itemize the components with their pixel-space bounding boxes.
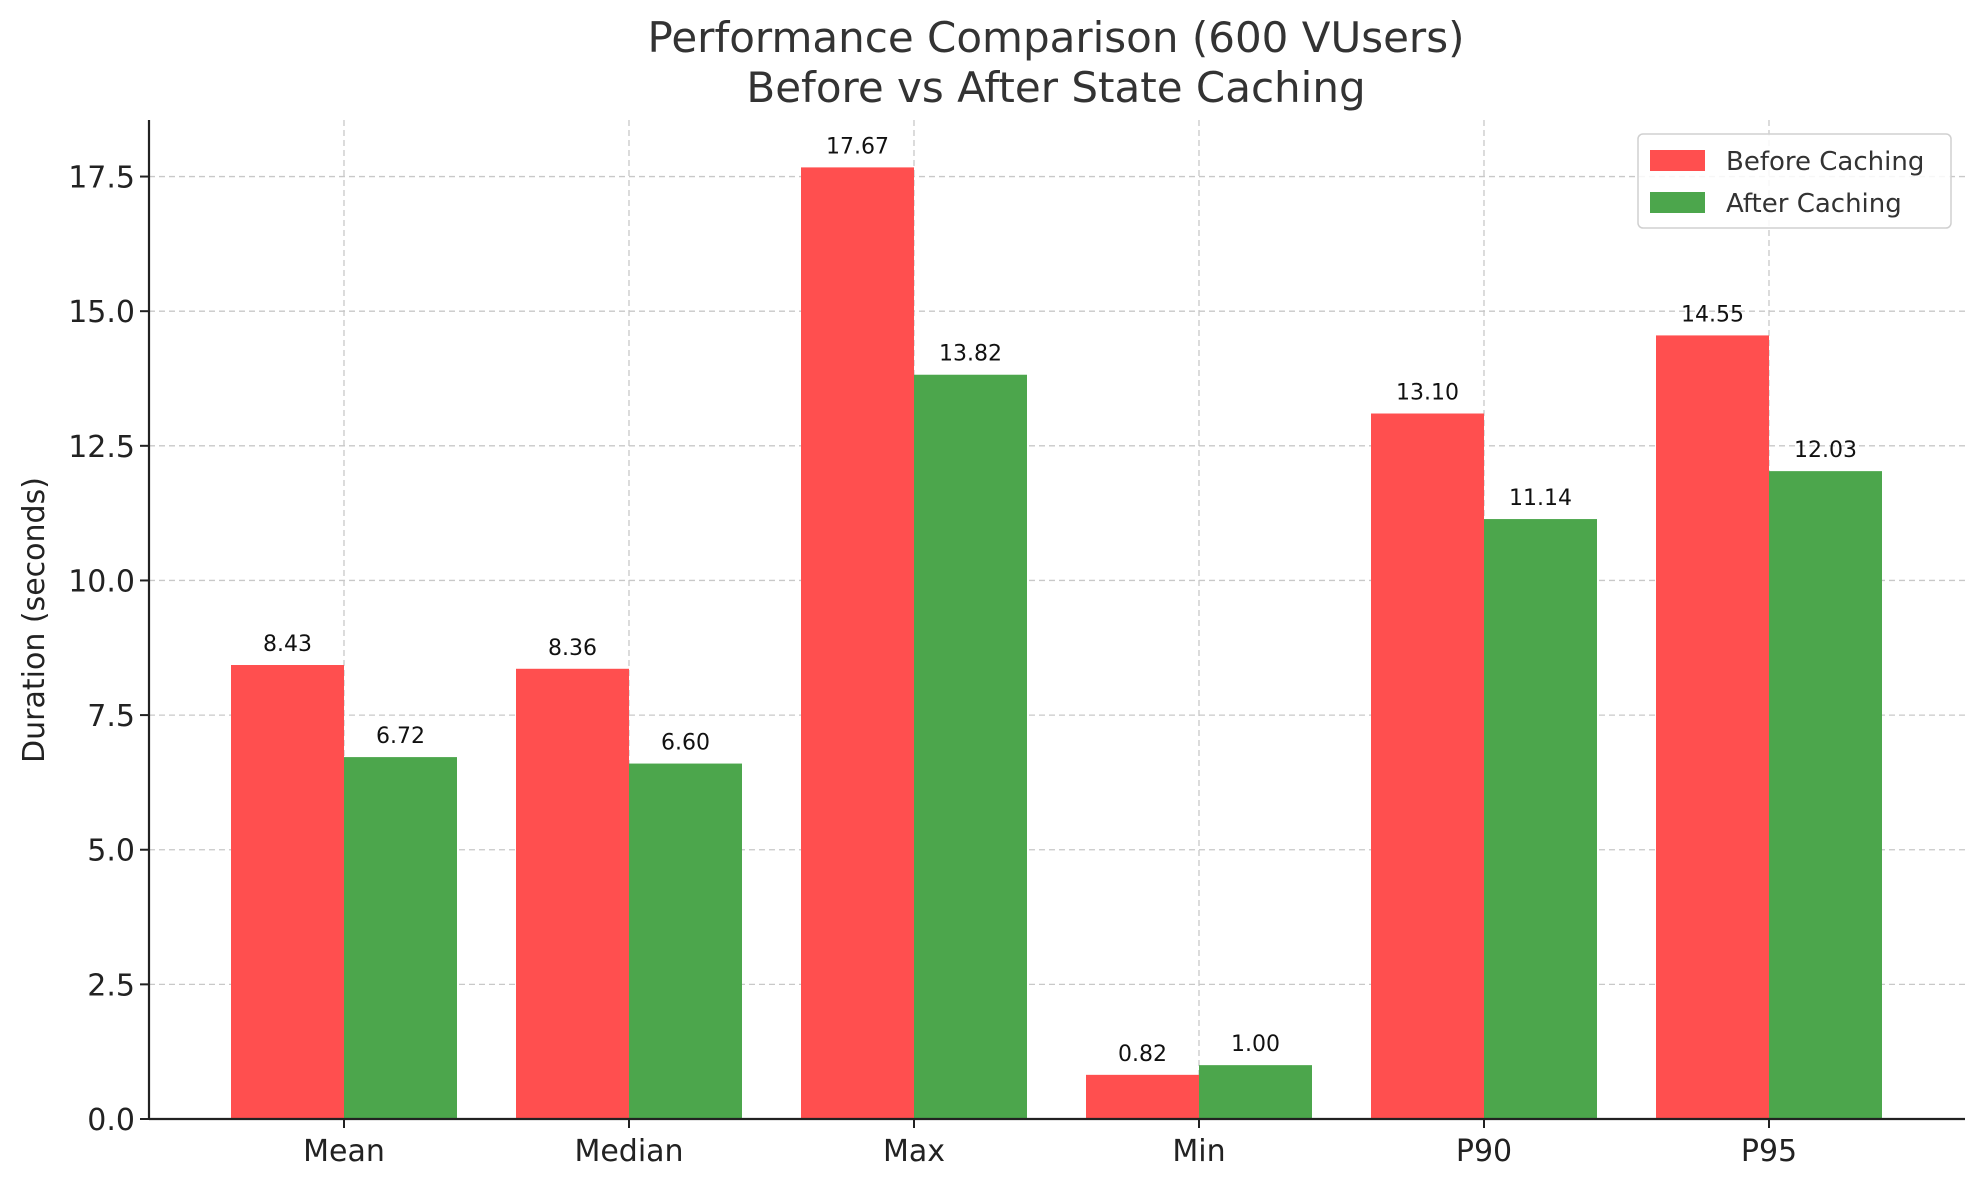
y-tick-label: 15.0 [68,295,135,330]
legend-swatch [1650,192,1705,213]
x-tick-label: Min [1172,1134,1225,1169]
bar-before-max [801,167,914,1119]
y-tick-label: 10.0 [68,564,135,599]
bar-after-median [629,763,742,1119]
bar-value-label: 6.60 [661,731,710,756]
bar-after-max [914,374,1027,1119]
bar-value-label: 11.14 [1509,486,1572,511]
y-tick-label: 2.5 [87,968,135,1003]
bar-before-mean [231,665,344,1119]
legend: Before Caching After Caching [1637,133,1952,229]
bar-value-label: 17.67 [826,134,889,159]
y-tick-label: 7.5 [87,699,135,734]
data-labels: 8.43 8.36 17.67 0.82 13.10 14.55 6.72 6.60 13.82… [263,134,1857,1066]
chart-title: Performance Comparison (600 VUsers) [648,13,1465,62]
bar-value-label: 8.43 [263,632,312,657]
x-tick-label: P90 [1456,1134,1512,1169]
bar-before-p90 [1371,413,1484,1120]
bar-value-label: 14.55 [1681,302,1744,327]
x-tick-label: Max [883,1134,945,1169]
y-axis-label: Duration (seconds) [17,477,52,763]
bar-value-label: 13.10 [1396,381,1459,406]
bar-value-label: 12.03 [1794,438,1857,463]
bar-before-p95 [1656,335,1769,1119]
bar-before-median [516,668,629,1119]
bar-value-label: 8.36 [548,636,597,661]
bar-after-p90 [1484,519,1597,1119]
x-tick-label: Median [574,1134,683,1169]
bars [231,167,1882,1120]
y-tick-label: 0.0 [87,1103,135,1138]
x-tick-label: P95 [1741,1134,1797,1169]
bar-value-label: 6.72 [376,724,425,749]
y-tick-label: 5.0 [87,834,135,869]
bar-value-label: 0.82 [1118,1042,1167,1067]
bar-value-label: 13.82 [939,342,1002,367]
x-tick-label: Mean [303,1134,385,1169]
bar-after-min [1199,1065,1312,1119]
bar-value-label: 1.00 [1231,1032,1280,1057]
legend-box [1637,133,1952,229]
chart-subtitle: Before vs After State Caching [746,63,1365,112]
y-tick-label: 12.5 [68,430,135,465]
legend-label: Before Caching [1726,147,1924,177]
bar-before-min [1086,1074,1199,1119]
axes: 0.0 2.5 5.0 7.5 10.0 12.5 15.0 17.5 Mean Median Ma… [68,120,1965,1169]
y-tick-label: 17.5 [68,161,135,196]
bar-after-mean [344,757,457,1119]
legend-label: After Caching [1726,189,1902,219]
legend-swatch [1650,150,1705,171]
bar-after-p95 [1769,471,1882,1120]
